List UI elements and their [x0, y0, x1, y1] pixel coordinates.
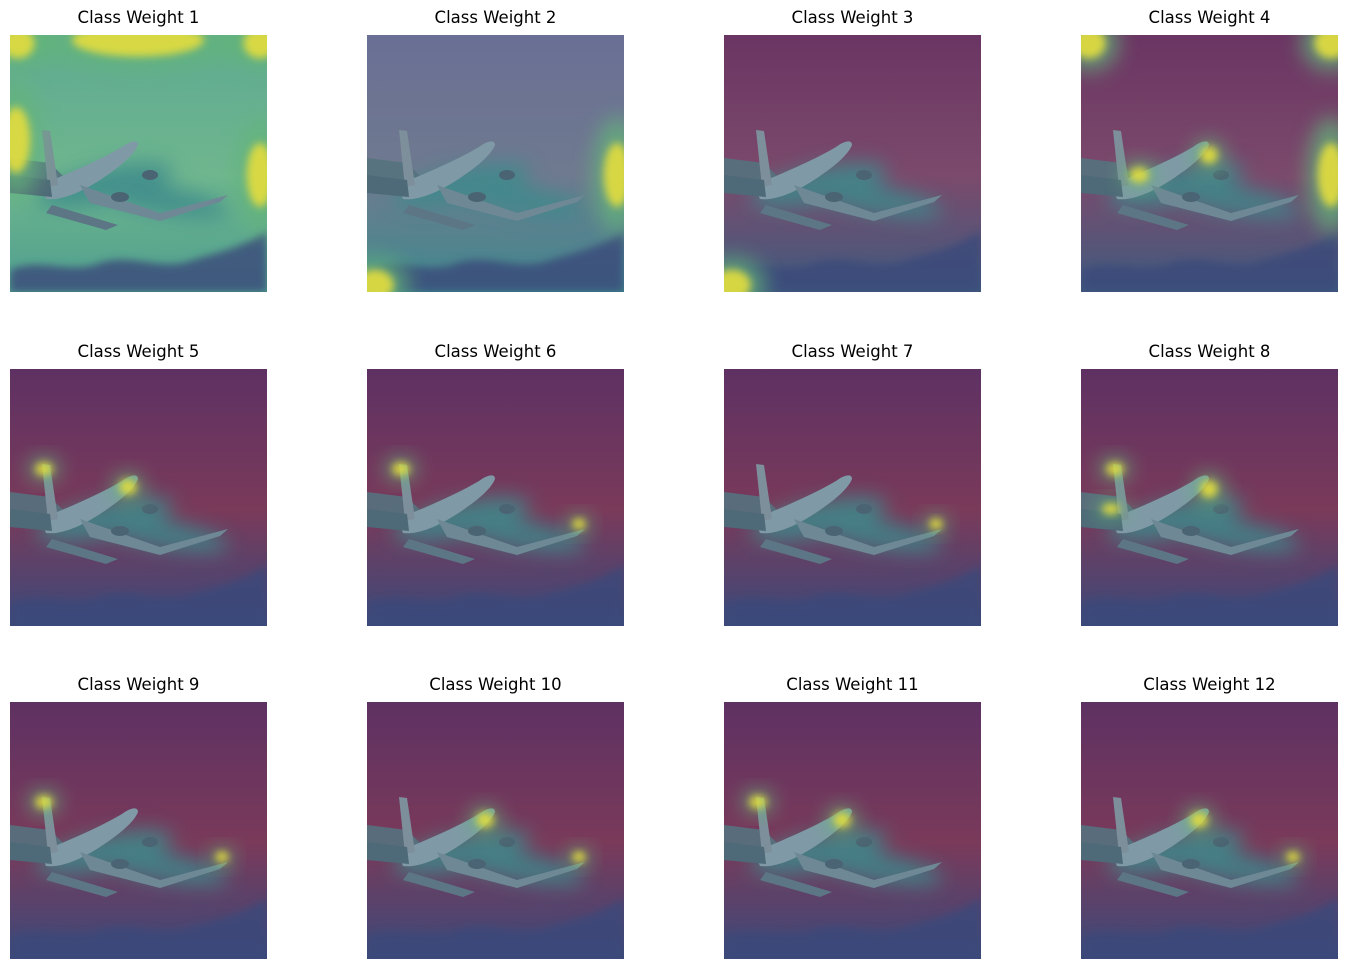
attention-hotspots: [1183, 806, 1305, 867]
cloud-band: [724, 231, 981, 292]
cloud-band: [367, 898, 624, 959]
cloud-band: [724, 898, 981, 959]
hotspot-wingtip: [567, 847, 591, 867]
airplane-heatmap-image: [1081, 702, 1338, 959]
hotspot-corner-top-right: [230, 35, 267, 71]
panel-title: Class Weight 12: [1143, 675, 1276, 694]
hotspot-corner-top-left: [10, 35, 48, 71]
cloud-band: [367, 231, 624, 292]
attention-hotspots: [28, 457, 144, 501]
airplane-heatmap-image: [724, 369, 981, 626]
cloud-band: [724, 565, 981, 626]
attention-hotspots: [1095, 457, 1225, 519]
airplane-heatmap-image: [724, 702, 981, 959]
attention-hotspots: [469, 806, 591, 867]
hotspot-cockpit: [112, 473, 144, 501]
hotspot-fuselage: [1193, 473, 1225, 505]
hotspot-border-top: [18, 35, 258, 70]
hotspot-tail: [1099, 457, 1131, 481]
airplane-heatmap-image: [1081, 369, 1338, 626]
cloud-band: [1081, 565, 1338, 626]
panel-title: Class Weight 10: [429, 675, 562, 694]
attention-hotspots: [367, 117, 624, 292]
hotspot-corner-top-left: [1081, 35, 1119, 71]
hotspot-tail: [742, 790, 774, 814]
airplane-silhouette: [724, 130, 942, 230]
cloud-band: [1081, 898, 1338, 959]
hotspot-cockpit: [469, 806, 501, 834]
attention-hotspots: [385, 457, 591, 534]
panel-title: Class Weight 4: [1148, 8, 1271, 27]
panel-title: Class Weight 1: [77, 8, 200, 27]
hotspot-tail: [28, 457, 60, 481]
hotspot-tail: [28, 790, 60, 814]
airplane-heatmap-image: [10, 369, 267, 626]
hotspot-corner-bottom-left: [367, 257, 409, 292]
hotspot-corner-bottom-left: [724, 257, 766, 292]
hotspot-engine: [1095, 499, 1127, 519]
hotspot-wingtip: [924, 514, 948, 534]
cloud-band: [10, 231, 267, 292]
attention-hotspots: [724, 257, 766, 292]
hotspot-wingtip: [210, 847, 234, 867]
airplane-heatmap-image: [10, 702, 267, 959]
airplane-heatmap-image: [367, 369, 624, 626]
hotspot-border-left: [10, 80, 42, 200]
hotspot-fuselage: [1193, 139, 1225, 171]
cloud-band: [1081, 231, 1338, 292]
panel-title: Class Weight 8: [1148, 342, 1271, 361]
panel-title: Class Weight 3: [791, 8, 914, 27]
airplane-silhouette: [367, 130, 585, 230]
hotspot-border-right: [1307, 117, 1338, 233]
attention-hotspots: [1081, 35, 1338, 233]
airplane-silhouette: [724, 464, 942, 564]
hotspot-wing-root: [1121, 161, 1157, 189]
panel-title: Class Weight 7: [791, 342, 914, 361]
airplane-heatmap-image: [1081, 35, 1338, 292]
panel-title: Class Weight 6: [434, 342, 557, 361]
attention-hotspots: [924, 514, 948, 534]
cloud-band: [10, 898, 267, 959]
airplane-silhouette: [367, 797, 585, 897]
hotspot-wingtip: [1281, 847, 1305, 867]
cloud-band: [10, 565, 267, 626]
airplane-heatmap-image: [724, 35, 981, 292]
hotspot-cockpit: [826, 806, 858, 834]
hotspot-border-right: [236, 117, 267, 233]
panel-title: Class Weight 5: [77, 342, 200, 361]
hotspot-wingtip: [567, 514, 591, 534]
panel-title: Class Weight 9: [77, 675, 200, 694]
hotspot-corner-top-right: [1301, 35, 1338, 71]
hotspot-border-right: [593, 117, 624, 233]
hotspot-cockpit: [1183, 806, 1215, 834]
attention-hotspots: [28, 790, 234, 867]
hotspot-tail: [385, 457, 417, 481]
panel-title: Class Weight 2: [434, 8, 557, 27]
attention-hotspots: [742, 790, 858, 834]
airplane-heatmap-image: [367, 35, 624, 292]
panel-title: Class Weight 11: [786, 675, 919, 694]
cloud-band: [367, 565, 624, 626]
airplane-heatmap-image: [10, 35, 267, 292]
airplane-silhouette: [367, 464, 585, 564]
airplane-heatmap-image: [367, 702, 624, 959]
attention-hotspots: [10, 35, 267, 233]
